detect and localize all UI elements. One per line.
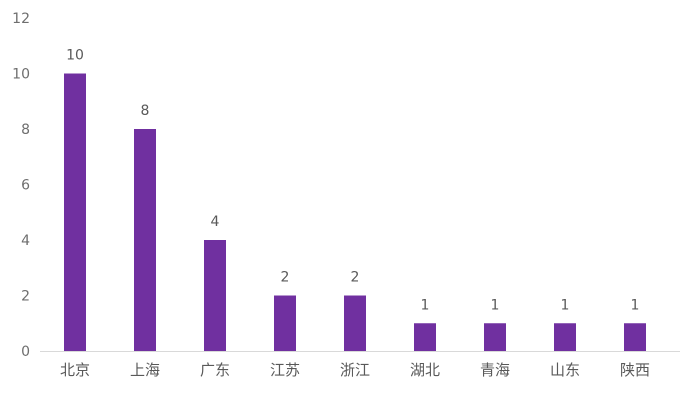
bar-data-label: 1 [421,297,430,313]
y-tick-label: 0 [21,344,30,360]
y-tick-label: 4 [21,233,30,249]
x-tick-label: 陕西 [620,361,650,379]
bar [554,323,576,351]
x-tick-label: 湖北 [410,361,440,379]
bar-data-label: 2 [351,270,360,286]
bar [484,323,506,351]
bar-series [64,73,646,351]
data-labels: 10 8 4 2 2 1 1 1 1 [66,48,639,314]
x-tick-label: 青海 [480,361,510,379]
bar [624,323,646,351]
y-tick-label: 8 [21,122,30,138]
bar-data-label: 1 [631,297,640,313]
bar-data-label: 8 [141,103,150,119]
bar-data-label: 1 [561,297,570,313]
x-tick-label: 北京 [60,361,90,379]
bar [204,240,226,351]
y-tick-label: 10 [12,67,30,83]
y-tick-label: 12 [12,11,30,27]
x-axis-tick-labels: 北京 上海 广东 江苏 浙江 湖北 青海 山东 陕西 [60,361,650,379]
x-tick-label: 浙江 [340,361,370,379]
y-axis-ticks: 0 2 4 6 8 10 12 [12,11,30,360]
bar-data-label: 4 [211,214,220,230]
bar [134,129,156,351]
bar-data-label: 2 [281,270,290,286]
bar [64,73,86,351]
bar-data-label: 10 [66,48,84,64]
y-tick-label: 2 [21,289,30,305]
x-tick-label: 山东 [550,361,580,379]
y-tick-label: 6 [21,178,30,194]
bar [274,295,296,351]
x-tick-label: 江苏 [270,361,300,379]
x-tick-label: 上海 [130,361,160,379]
bar [414,323,436,351]
bar-data-label: 1 [491,297,500,313]
x-tick-label: 广东 [200,361,230,379]
bar [344,295,366,351]
